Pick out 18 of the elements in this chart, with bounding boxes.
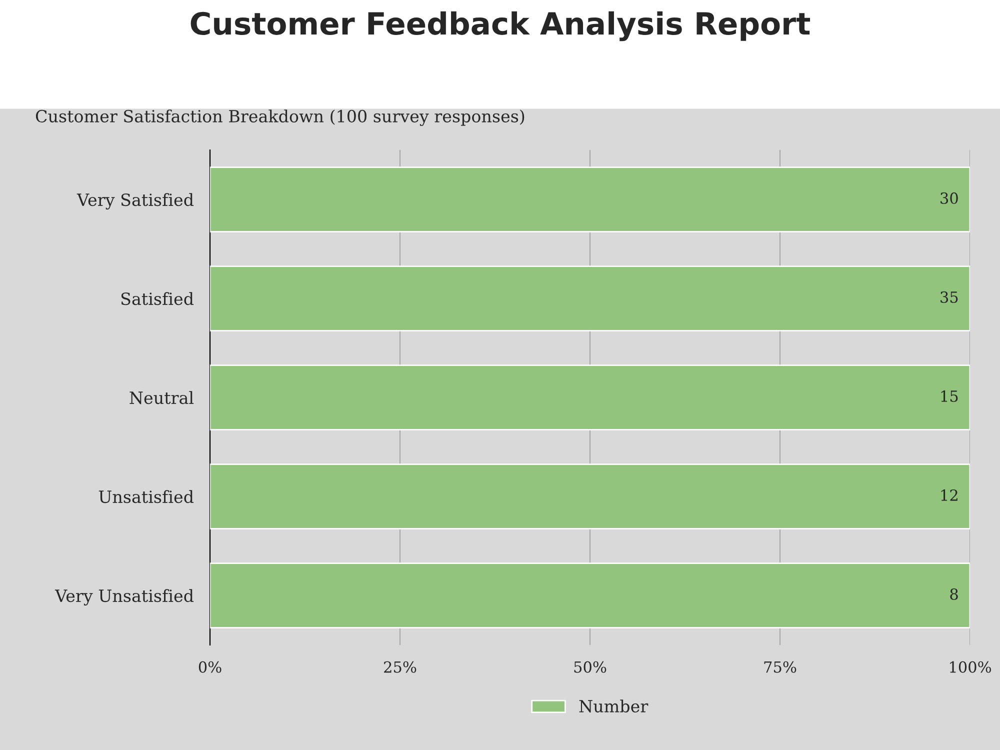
chart-title: Customer Feedback Analysis Report [190, 11, 810, 42]
y-tick-label: Unsatisfied [98, 490, 194, 504]
annotation: 8 [950, 588, 958, 600]
annotation: 15 [941, 390, 958, 402]
y-tick-label: Neutral [130, 391, 194, 404]
x-tick-label: 100% [950, 661, 991, 673]
annotation: 12 [941, 489, 958, 501]
x-tick-label: 75% [764, 661, 796, 673]
legend-label: Number [579, 700, 648, 712]
x-tick-label: 50% [574, 661, 606, 673]
annotation: 35 [940, 291, 958, 303]
chart-subtitle: Customer Satisfaction Breakdown (100 survey responses) [36, 110, 524, 126]
y-tick-label: Satisfied [121, 292, 194, 306]
x-tick-label: 0% [198, 661, 222, 673]
y-tick-label: Very Unsatisfied [54, 589, 194, 606]
annotation: 30 [940, 192, 958, 204]
x-tick-label: 25% [384, 661, 416, 673]
y-tick-label: Very Satisfied [76, 193, 194, 210]
